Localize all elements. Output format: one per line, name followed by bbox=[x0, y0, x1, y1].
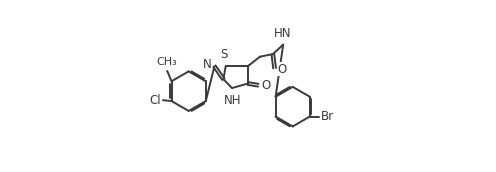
Text: NH: NH bbox=[224, 94, 242, 107]
Text: S: S bbox=[220, 48, 228, 61]
Text: Br: Br bbox=[321, 110, 334, 123]
Text: HN: HN bbox=[274, 27, 291, 40]
Text: O: O bbox=[278, 63, 287, 76]
Text: CH₃: CH₃ bbox=[157, 57, 178, 67]
Text: Cl: Cl bbox=[150, 94, 161, 107]
Text: N: N bbox=[202, 58, 211, 71]
Text: O: O bbox=[261, 79, 270, 92]
